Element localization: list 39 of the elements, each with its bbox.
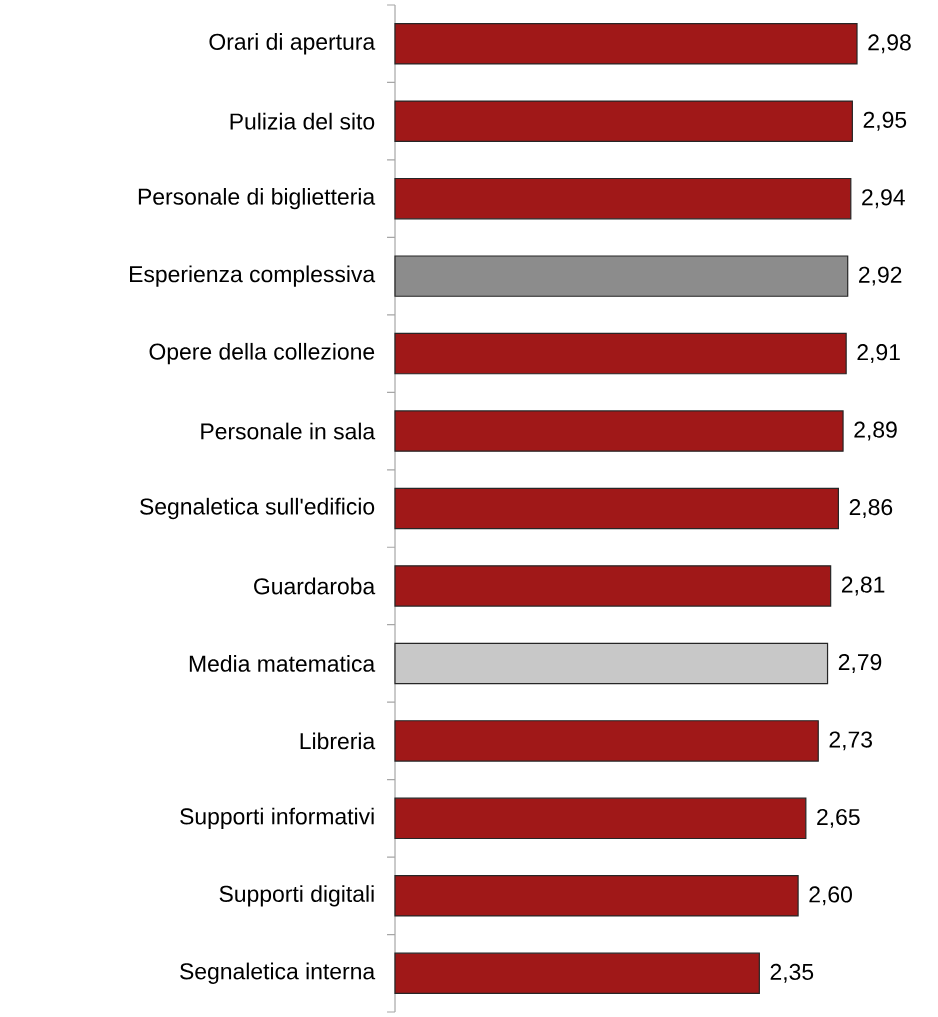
y-tick-label: Esperienza complessiva [130, 265, 376, 287]
y-tick-label: Segnaletica sull'edificio [140, 497, 375, 520]
data-label: 2,79 [838, 653, 882, 673]
y-tick-label: Personale in sala [201, 422, 376, 440]
y-tick-label: Media matematica [189, 655, 376, 672]
data-label: 2,95 [863, 111, 907, 131]
data-label: 2,89 [854, 421, 897, 441]
data-label: 2,94 [862, 189, 905, 209]
data-label: 2,81 [841, 576, 885, 596]
bar [394, 177, 852, 220]
bar [394, 875, 799, 917]
bar [394, 100, 853, 142]
y-tick-label: Guardaroba [254, 577, 376, 595]
data-label: 2,73 [829, 731, 872, 751]
y-tick-label: Supporti digitali [219, 885, 374, 907]
bar [394, 720, 819, 762]
y-tick-label: Opere della collezione [149, 342, 375, 365]
data-label: 2,91 [857, 344, 900, 364]
bar [394, 952, 760, 995]
data-label: 2,86 [849, 499, 893, 518]
bar [394, 642, 829, 685]
bar [394, 487, 840, 530]
bar [394, 23, 858, 65]
data-label: 2,60 [809, 886, 852, 906]
data-label: 2,65 [817, 808, 860, 828]
bar [394, 255, 849, 297]
data-label: 2,92 [859, 266, 902, 286]
bar [394, 797, 807, 840]
bar [394, 565, 832, 607]
y-tick-label: Libreria [300, 732, 376, 750]
bar [394, 410, 844, 452]
bar [394, 332, 847, 375]
y-tick-label: Pulizia del sito [230, 112, 375, 130]
data-label: 2,98 [868, 34, 911, 54]
y-tick-label: Orari di apertura [209, 33, 376, 55]
y-tick-label: Personale di biglietteria [138, 187, 376, 210]
y-tick-label: Supporti informativi [180, 807, 374, 830]
y-tick-label: Segnaletica interna [180, 962, 376, 984]
data-label: 2,35 [770, 963, 814, 983]
